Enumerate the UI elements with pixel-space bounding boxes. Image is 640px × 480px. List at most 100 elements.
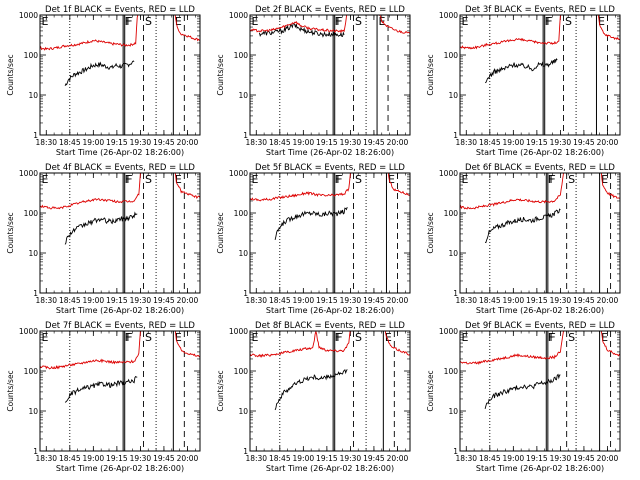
- x-tick-label: 19:45: [153, 296, 175, 305]
- y-axis-label: Counts/sec: [426, 212, 435, 253]
- y-axis-label: Counts/sec: [6, 212, 15, 253]
- x-tick-label: 18:30: [455, 296, 477, 305]
- y-tick-label: 100: [24, 51, 39, 60]
- x-tick-label: 18:30: [35, 454, 57, 463]
- series-lld-line: [460, 331, 564, 366]
- series-lld-line: [40, 15, 139, 51]
- panel-4: Det 4f BLACK = Events, RED = LLD 1 10 100 10…: [6, 163, 201, 315]
- panel-title: Det 2f BLACK = Events, RED = LLD: [255, 5, 405, 15]
- y-tick-label: 1000: [229, 11, 248, 20]
- x-tick-label: 19:15: [316, 138, 338, 147]
- plot-frame: [459, 330, 621, 452]
- panel-8: Det 8f BLACK = Events, RED = LLD 1 10 100 10…: [216, 321, 411, 473]
- series-lld-line: [40, 173, 141, 210]
- x-tick-label: 19:15: [526, 296, 548, 305]
- x-tick-label: 19:15: [106, 454, 128, 463]
- series-events-line: [274, 207, 348, 240]
- marker-letter: F: [125, 173, 131, 186]
- marker-letter: F: [546, 15, 552, 28]
- x-tick-label: 19:00: [293, 454, 315, 463]
- series-lld-line: [174, 173, 200, 199]
- plot-frame: [459, 172, 621, 294]
- series-lld-line: [174, 15, 200, 42]
- panel-title: Det 3f BLACK = Events, RED = LLD: [465, 5, 615, 15]
- y-tick-label: 10: [28, 407, 38, 416]
- marker-letter: F: [125, 331, 131, 344]
- marker-letter: F: [548, 331, 554, 344]
- marker-letter: E: [175, 15, 182, 28]
- series-events-line: [485, 57, 558, 84]
- y-tick-label: 100: [24, 209, 39, 218]
- x-tick-label: 20:00: [387, 296, 409, 305]
- panel-6: Det 6f BLACK = Events, RED = LLD 1 10 100 10…: [426, 163, 621, 315]
- y-tick-label: 100: [234, 51, 249, 60]
- y-tick-label: 10: [28, 91, 38, 100]
- plot-frame: [39, 14, 201, 136]
- marker-letter: F: [335, 173, 341, 186]
- x-axis-label: Start Time (26-Apr-02 18:26:00): [266, 148, 394, 157]
- y-tick-label: 1000: [19, 11, 38, 20]
- x-tick-label: 19:30: [550, 296, 572, 305]
- series-events-line: [64, 60, 135, 87]
- x-tick-label: 18:45: [479, 454, 501, 463]
- marker-letter: F: [549, 331, 555, 344]
- marker-letter: F: [336, 173, 342, 186]
- marker-letter: F: [545, 15, 551, 28]
- x-tick-label: 19:45: [573, 296, 595, 305]
- marker-letter: F: [126, 15, 132, 28]
- y-tick-label: 1: [243, 447, 248, 456]
- x-tick-label: 18:30: [245, 296, 267, 305]
- x-tick-label: 19:45: [573, 138, 595, 147]
- series-lld-line: [250, 15, 348, 34]
- marker-letter: E: [42, 173, 49, 186]
- series-lld-line: [250, 331, 351, 358]
- marker-letter: S: [355, 331, 362, 344]
- x-tick-label: 19:45: [363, 296, 385, 305]
- y-axis-label: Counts/sec: [6, 54, 15, 95]
- marker-letter: S: [145, 331, 152, 344]
- plot-frame: [39, 172, 201, 294]
- series-lld-line: [40, 331, 141, 370]
- y-tick-label: 10: [28, 249, 38, 258]
- marker-letter: E: [388, 173, 395, 186]
- series-events-line: [274, 369, 348, 411]
- x-tick-label: 18:30: [35, 296, 57, 305]
- marker-letter: E: [252, 173, 259, 186]
- marker-letter: S: [145, 15, 152, 28]
- x-tick-label: 18:45: [59, 454, 81, 463]
- x-tick-label: 19:30: [550, 454, 572, 463]
- series-events-line: [484, 373, 561, 410]
- y-axis-label: Counts/sec: [426, 370, 435, 411]
- panel-1: Det 1f BLACK = Events, RED = LLD 1 10 100 10…: [6, 5, 201, 157]
- y-tick-label: 1: [33, 289, 38, 298]
- x-tick-label: 19:30: [130, 296, 152, 305]
- x-tick-label: 19:00: [503, 138, 525, 147]
- marker-letter: S: [145, 173, 152, 186]
- x-tick-label: 20:00: [597, 138, 619, 147]
- x-tick-label: 19:45: [153, 454, 175, 463]
- x-tick-label: 19:15: [106, 138, 128, 147]
- panel-5: Det 5f BLACK = Events, RED = LLD 1 10 100 10…: [216, 163, 411, 315]
- x-tick-label: 19:30: [340, 454, 362, 463]
- y-tick-label: 1000: [229, 169, 248, 178]
- x-tick-label: 19:15: [526, 454, 548, 463]
- x-axis-label: Start Time (26-Apr-02 18:26:00): [266, 306, 394, 315]
- panel-3: Det 3f BLACK = Events, RED = LLD 1 10 100 10…: [426, 5, 621, 157]
- x-axis-label: Start Time (26-Apr-02 18:26:00): [56, 306, 184, 315]
- panel-2: Det 2f BLACK = Events, RED = LLD 1 10 100 10…: [216, 5, 411, 157]
- marker-letter: E: [462, 331, 469, 344]
- series-lld-line: [460, 15, 561, 50]
- marker-letter: E: [462, 15, 469, 28]
- marker-letter: S: [568, 173, 575, 186]
- marker-letter: E: [601, 331, 608, 344]
- x-tick-label: 19:00: [503, 454, 525, 463]
- marker-letter: E: [175, 331, 182, 344]
- x-tick-label: 19:00: [293, 138, 315, 147]
- series-lld-line: [600, 331, 620, 357]
- y-axis-label: Counts/sec: [6, 370, 15, 411]
- x-tick-label: 20:00: [177, 296, 199, 305]
- y-axis-label: Counts/sec: [426, 54, 435, 95]
- panel-title: Det 4f BLACK = Events, RED = LLD: [45, 163, 195, 173]
- y-tick-label: 1: [243, 131, 248, 140]
